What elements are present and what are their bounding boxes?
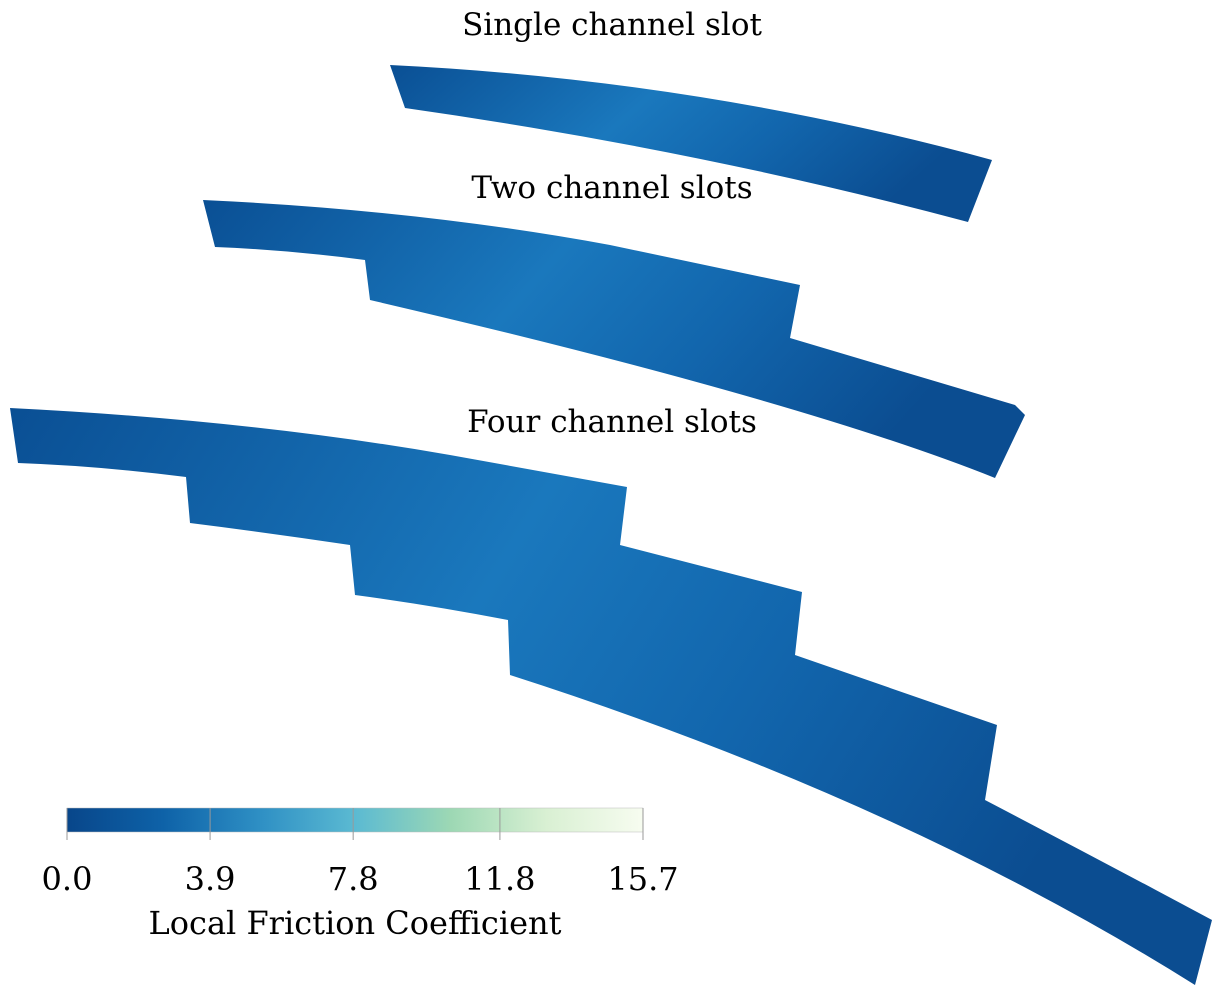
- tick-label: 15.7: [607, 860, 678, 898]
- tick-label: 11.8: [464, 860, 535, 898]
- panel-title: Single channel slot: [462, 7, 762, 43]
- colorbar-title: Local Friction Coefficient: [149, 904, 562, 942]
- tick-label: 7.8: [328, 860, 379, 898]
- panel-title: Four channel slots: [467, 404, 757, 440]
- tick-label: 3.9: [185, 860, 236, 898]
- tick-label: 0.0: [42, 860, 93, 898]
- figure: Single channel slot Two channel slots Fo…: [0, 0, 1214, 994]
- panel-title: Two channel slots: [471, 170, 752, 206]
- colorbar: [67, 808, 643, 832]
- blade-four: [10, 408, 1212, 985]
